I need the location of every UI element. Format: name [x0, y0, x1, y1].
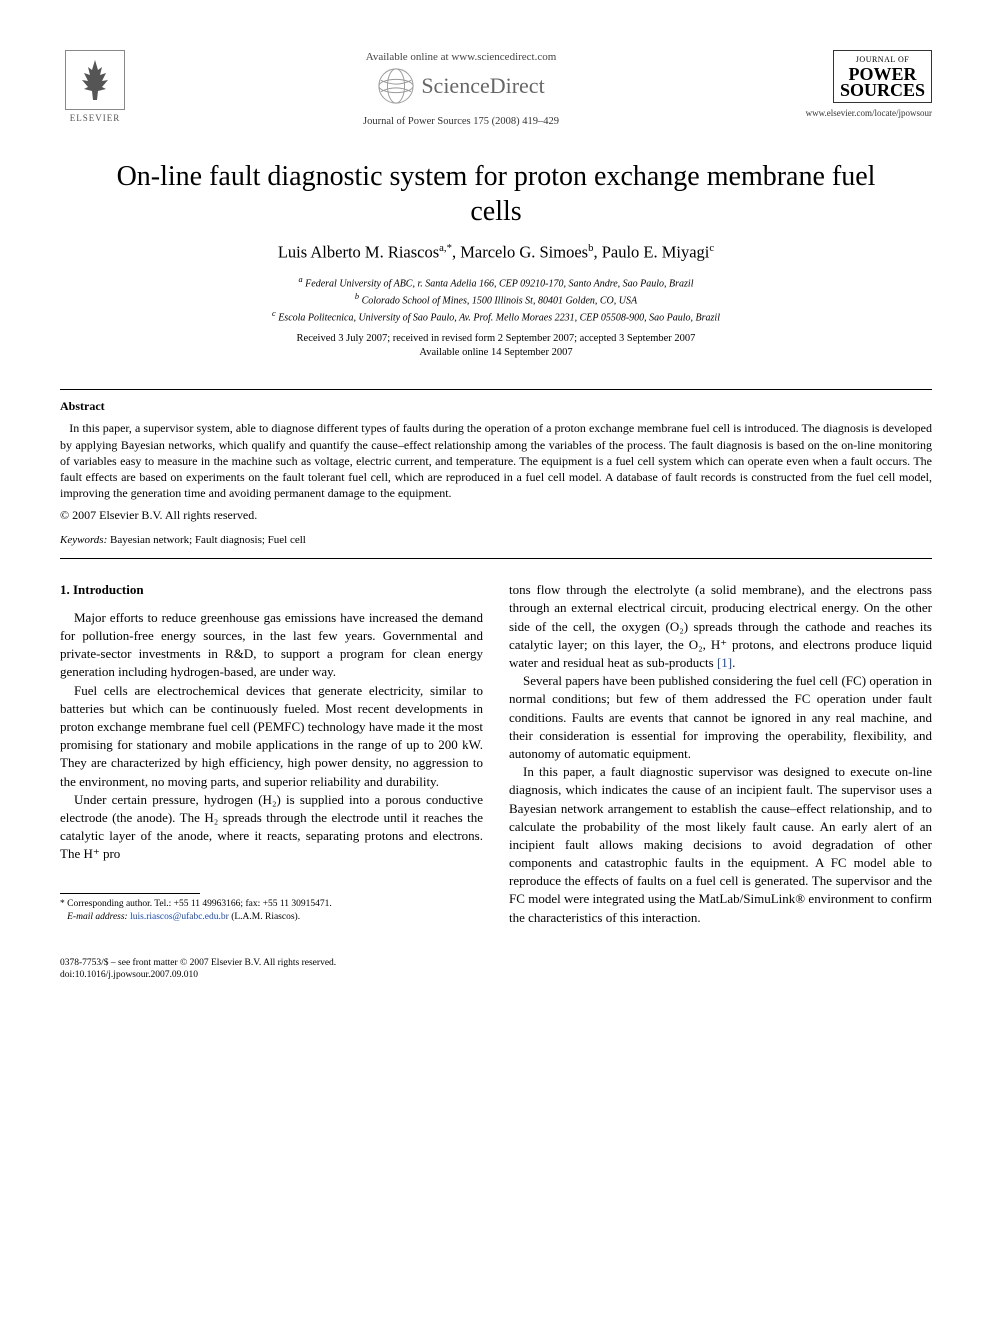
keywords-text: Bayesian network; Fault diagnosis; Fuel …: [110, 534, 306, 546]
section-1-heading: 1. Introduction: [60, 581, 483, 599]
affiliation-b: Colorado School of Mines, 1500 Illinois …: [362, 295, 638, 306]
affiliation-a: Federal University of ABC, r. Santa Adel…: [305, 278, 693, 289]
paragraph-2: Fuel cells are electrochemical devices t…: [60, 682, 483, 791]
sciencedirect-ball-icon: [377, 67, 415, 105]
paragraph-4: Several papers have been published consi…: [509, 672, 932, 763]
journal-box-main2: SOURCES: [840, 82, 925, 98]
journal-citation: Journal of Power Sources 175 (2008) 419–…: [150, 115, 772, 129]
issn-line: 0378-7753/$ – see front matter © 2007 El…: [60, 958, 336, 968]
abstract-text: In this paper, a supervisor system, able…: [60, 420, 932, 501]
keywords-line: Keywords: Bayesian network; Fault diagno…: [60, 533, 932, 548]
author-2-aff: b: [588, 242, 593, 254]
footnote-divider: [60, 893, 200, 894]
elsevier-tree-icon: [65, 50, 125, 110]
doi-line: doi:10.1016/j.jpowsour.2007.09.010: [60, 970, 198, 980]
received-date: Received 3 July 2007; received in revise…: [297, 333, 696, 344]
footer-copyright: 0378-7753/$ – see front matter © 2007 El…: [60, 957, 932, 982]
corr-author-email-link[interactable]: luis.riascos@ufabc.edu.br: [130, 912, 229, 922]
journal-logo-block: JOURNAL OF POWER SOURCES www.elsevier.co…: [792, 50, 932, 119]
author-3-aff: c: [709, 242, 714, 254]
paragraph-5: In this paper, a fault diagnostic superv…: [509, 763, 932, 927]
paragraph-3a: Under certain pressure, hydrogen (H₂) is…: [60, 791, 483, 864]
online-date: Available online 14 September 2007: [419, 347, 572, 358]
corr-author-text: * Corresponding author. Tel.: +55 11 499…: [60, 899, 332, 909]
article-dates: Received 3 July 2007; received in revise…: [60, 332, 932, 361]
divider: [60, 389, 932, 390]
copyright-line: © 2007 Elsevier B.V. All rights reserved…: [60, 507, 932, 523]
author-1-aff: a,*: [439, 242, 452, 254]
elsevier-label: ELSEVIER: [70, 112, 121, 124]
divider: [60, 558, 932, 559]
sciencedirect-text: ScienceDirect: [421, 71, 544, 101]
journal-cover-icon: JOURNAL OF POWER SOURCES: [833, 50, 932, 103]
affiliation-c: Escola Politecnica, University of Sao Pa…: [278, 313, 720, 324]
paragraph-1: Major efforts to reduce greenhouse gas e…: [60, 609, 483, 682]
article-title: On-line fault diagnostic system for prot…: [100, 159, 892, 229]
sciencedirect-logo: ScienceDirect: [377, 67, 544, 105]
email-label: E-mail address:: [67, 912, 128, 922]
keywords-label: Keywords:: [60, 534, 107, 546]
authors-line: Luis Alberto M. Riascosa,*, Marcelo G. S…: [60, 241, 932, 264]
paragraph-3c: .: [732, 655, 735, 670]
author-1: Luis Alberto M. Riascos: [278, 243, 439, 262]
header-center: Available online at www.sciencedirect.co…: [130, 50, 792, 129]
paragraph-3b: tons flow through the electrolyte (a sol…: [509, 581, 932, 672]
elsevier-logo-block: ELSEVIER: [60, 50, 130, 124]
abstract-body: In this paper, a supervisor system, able…: [60, 421, 932, 500]
corresponding-author-footnote: * Corresponding author. Tel.: +55 11 499…: [60, 898, 483, 923]
abstract-heading: Abstract: [60, 398, 932, 414]
reference-link-1[interactable]: [1]: [717, 655, 732, 670]
page-header: ELSEVIER Available online at www.science…: [60, 50, 932, 129]
affiliations: a Federal University of ABC, r. Santa Ad…: [60, 274, 932, 326]
locate-url: www.elsevier.com/locate/jpowsour: [792, 107, 932, 119]
available-online-text: Available online at www.sciencedirect.co…: [150, 50, 772, 65]
author-3: Paulo E. Miyagi: [602, 243, 710, 262]
email-owner: (L.A.M. Riascos).: [231, 912, 300, 922]
author-2: Marcelo G. Simoes: [460, 243, 588, 262]
article-body: 1. Introduction Major efforts to reduce …: [60, 581, 932, 927]
